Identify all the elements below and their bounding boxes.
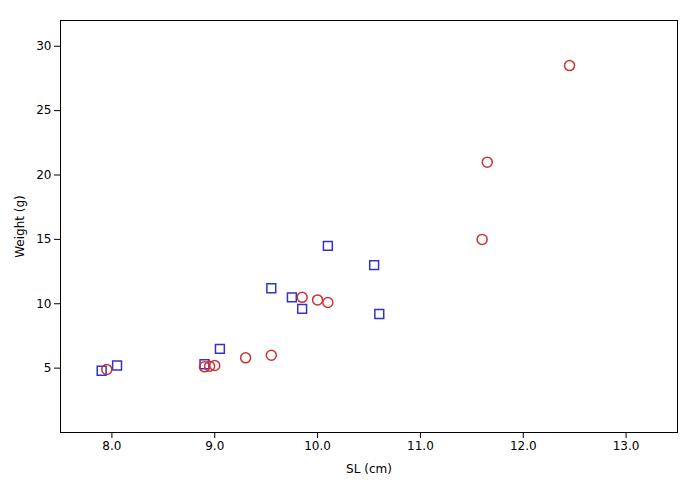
svg-text:10: 10 [36,297,51,311]
svg-text:8.0: 8.0 [102,439,121,453]
svg-text:12.0: 12.0 [510,439,537,453]
svg-text:20: 20 [36,168,51,182]
svg-text:10.0: 10.0 [304,439,331,453]
svg-text:5: 5 [44,361,52,375]
svg-text:25: 25 [36,103,51,117]
svg-text:9.0: 9.0 [205,439,224,453]
svg-text:11.0: 11.0 [407,439,434,453]
svg-text:SL (cm): SL (cm) [346,462,392,476]
svg-text:Weight (g): Weight (g) [13,195,27,258]
svg-text:13.0: 13.0 [613,439,640,453]
svg-text:30: 30 [36,39,51,53]
svg-text:15: 15 [36,232,51,246]
